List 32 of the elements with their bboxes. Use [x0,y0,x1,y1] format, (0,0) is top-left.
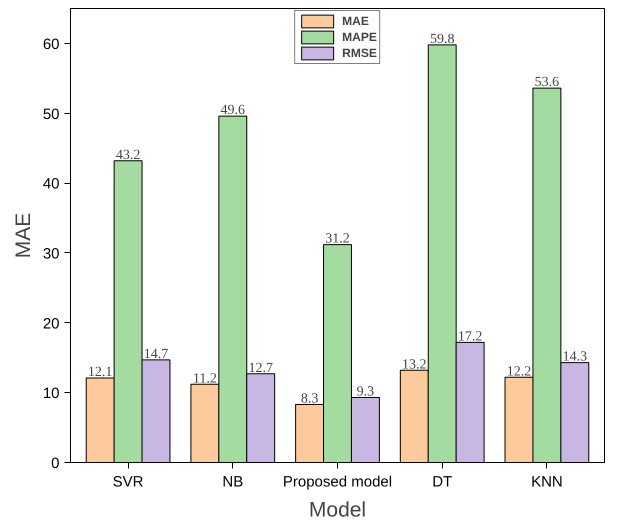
x-tick-label: NB [222,474,244,490]
data-label: 9.3 [356,384,374,400]
y-tick-label: 40 [42,176,60,193]
legend-label: RMSE [342,46,377,60]
data-label: 59.8 [430,32,454,47]
data-label: 12.2 [506,364,532,380]
legend-label: MAE [342,14,369,28]
y-axis-title: MAE [12,212,35,258]
y-tick-label: 10 [42,385,60,402]
data-label: 53.6 [534,75,560,90]
y-tick-label: 60 [42,36,60,53]
x-tick-label: Proposed model [282,474,392,490]
data-label: 12.1 [88,364,112,380]
data-label: 11.2 [192,371,217,386]
x-tick-label: KNN [531,474,563,490]
data-label: 12.7 [248,360,273,376]
y-tick-label: 20 [42,315,60,332]
data-label: 13.2 [402,357,427,372]
y-tick-label: 50 [42,106,60,123]
data-label: 49.6 [220,103,246,118]
y-tick-label: 0 [51,455,60,472]
data-label: 31.2 [325,232,350,247]
x-tick-label: SVR [112,474,144,490]
x-axis-title: Model [308,498,366,522]
data-label: 8.3 [300,392,318,407]
data-label: 14.3 [562,350,588,365]
x-tick-label: DT [432,474,452,490]
legend-label: MAPE [342,30,377,44]
data-label: 17.2 [458,329,482,344]
data-label: 43.2 [116,148,140,163]
data-label: 14.7 [144,346,168,362]
y-tick-label: 30 [42,245,60,262]
